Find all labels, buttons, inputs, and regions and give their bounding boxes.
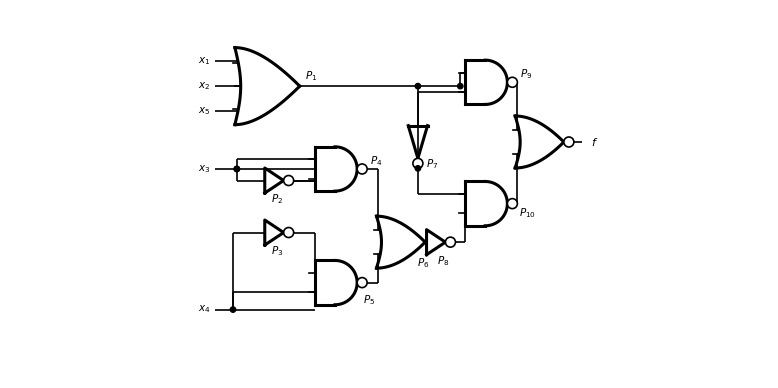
Circle shape	[357, 164, 367, 174]
Text: $P_7$: $P_7$	[426, 158, 438, 171]
Circle shape	[284, 175, 293, 185]
Text: $x_3$: $x_3$	[198, 163, 211, 175]
Text: $P_2$: $P_2$	[272, 192, 283, 206]
Circle shape	[415, 83, 421, 89]
Text: $P_6$: $P_6$	[418, 256, 430, 270]
Circle shape	[507, 77, 517, 87]
Text: $P_8$: $P_8$	[436, 254, 449, 268]
Text: $x_1$: $x_1$	[198, 55, 211, 67]
Text: $x_2$: $x_2$	[198, 80, 211, 92]
Circle shape	[446, 237, 455, 247]
Circle shape	[284, 227, 293, 237]
Circle shape	[564, 137, 574, 147]
Circle shape	[415, 166, 421, 171]
Text: $P_4$: $P_4$	[370, 154, 383, 168]
Circle shape	[234, 166, 240, 171]
Text: $P_1$: $P_1$	[306, 69, 317, 83]
Circle shape	[507, 199, 517, 209]
Circle shape	[457, 83, 463, 89]
Text: $x_5$: $x_5$	[198, 105, 211, 117]
Circle shape	[234, 166, 240, 171]
Circle shape	[357, 277, 367, 288]
Text: $P_3$: $P_3$	[271, 244, 283, 258]
Text: $P_9$: $P_9$	[520, 68, 533, 81]
Circle shape	[413, 158, 423, 168]
Text: $P_{10}$: $P_{10}$	[519, 206, 536, 220]
Text: $x_4$: $x_4$	[198, 304, 211, 315]
Circle shape	[230, 307, 236, 312]
Text: $P_5$: $P_5$	[363, 293, 376, 307]
Text: $f$: $f$	[591, 136, 598, 148]
